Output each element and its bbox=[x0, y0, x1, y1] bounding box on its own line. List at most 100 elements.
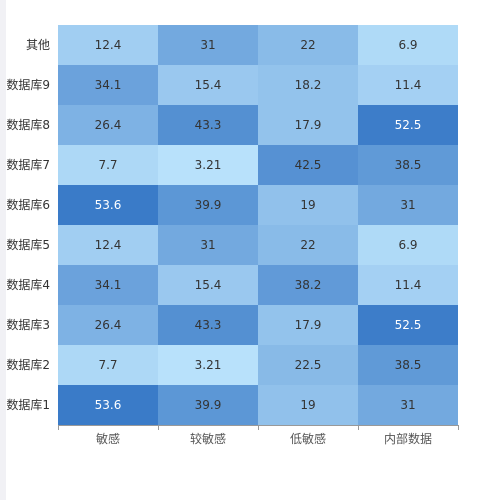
heatmap-cell bbox=[258, 305, 358, 345]
heatmap-cell bbox=[158, 225, 258, 265]
heatmap-cell bbox=[258, 225, 358, 265]
cell-value-label: 38.5 bbox=[395, 358, 422, 372]
x-tick-label: 较敏感 bbox=[190, 431, 226, 446]
heatmap-cell bbox=[158, 145, 258, 185]
heatmap-cell bbox=[258, 345, 358, 385]
cell-value-label: 6.9 bbox=[398, 38, 417, 52]
heatmap-cell bbox=[158, 185, 258, 225]
cell-value-label: 34.1 bbox=[95, 278, 122, 292]
heatmap-cell bbox=[258, 265, 358, 305]
heatmap-cell bbox=[258, 185, 358, 225]
heatmap-cell bbox=[358, 145, 458, 185]
y-tick-label: 数据库3 bbox=[6, 317, 50, 332]
heatmap-cell bbox=[158, 305, 258, 345]
heatmap-cell bbox=[258, 385, 358, 425]
y-tick-label: 数据库6 bbox=[6, 197, 50, 212]
heatmap-cell bbox=[258, 25, 358, 65]
x-axis: 敏感 较敏感 低敏感 内部数据 bbox=[58, 425, 459, 446]
cell-value-label: 6.9 bbox=[398, 238, 417, 252]
cell-value-label: 22.5 bbox=[295, 358, 322, 372]
cell-value-label: 11.4 bbox=[395, 78, 422, 92]
heatmap-cell bbox=[58, 305, 158, 345]
heatmap-cell bbox=[358, 185, 458, 225]
heatmap-cell bbox=[358, 385, 458, 425]
cell-value-label: 43.3 bbox=[195, 318, 222, 332]
left-edge-strip bbox=[0, 0, 6, 500]
heatmap-cell bbox=[258, 145, 358, 185]
heatmap-cell bbox=[358, 305, 458, 345]
cell-value-label: 18.2 bbox=[295, 78, 322, 92]
heatmap-cell bbox=[358, 105, 458, 145]
cell-value-label: 31 bbox=[400, 398, 415, 412]
cell-value-label: 12.4 bbox=[95, 238, 122, 252]
cell-value-label: 12.4 bbox=[95, 38, 122, 52]
heatmap-cell bbox=[358, 265, 458, 305]
heatmap-cell bbox=[358, 345, 458, 385]
cell-value-label: 43.3 bbox=[195, 118, 222, 132]
y-tick-label: 数据库9 bbox=[6, 77, 50, 92]
heatmap-cell bbox=[58, 345, 158, 385]
heatmap-cell bbox=[58, 25, 158, 65]
y-tick-label: 数据库7 bbox=[6, 157, 50, 172]
cell-value-label: 31 bbox=[200, 238, 215, 252]
cell-value-label: 7.7 bbox=[98, 158, 117, 172]
heatmap-cell bbox=[158, 345, 258, 385]
x-tick-label: 内部数据 bbox=[384, 431, 432, 446]
heatmap-cell bbox=[258, 105, 358, 145]
cell-value-label: 7.7 bbox=[98, 358, 117, 372]
cell-value-label: 11.4 bbox=[395, 278, 422, 292]
heatmap-cell bbox=[58, 225, 158, 265]
cell-value-label: 19 bbox=[300, 198, 315, 212]
y-tick-label: 数据库4 bbox=[6, 277, 50, 292]
cell-value-label: 52.5 bbox=[395, 318, 422, 332]
heatmap-cell bbox=[58, 65, 158, 105]
cell-value-label: 17.9 bbox=[295, 118, 322, 132]
cell-value-label: 31 bbox=[400, 198, 415, 212]
heatmap-cell bbox=[158, 105, 258, 145]
y-tick-label: 数据库2 bbox=[6, 357, 50, 372]
cell-value-label: 34.1 bbox=[95, 78, 122, 92]
cell-value-label: 22 bbox=[300, 238, 315, 252]
heatmap-cells bbox=[58, 25, 458, 425]
heatmap-cell bbox=[358, 65, 458, 105]
cell-value-label: 26.4 bbox=[95, 318, 122, 332]
heatmap-cell bbox=[358, 225, 458, 265]
cell-value-label: 38.5 bbox=[395, 158, 422, 172]
heatmap-cell bbox=[58, 265, 158, 305]
heatmap-cell bbox=[58, 145, 158, 185]
cell-value-label: 15.4 bbox=[195, 278, 222, 292]
heatmap-cell bbox=[58, 105, 158, 145]
cell-value-label: 31 bbox=[200, 38, 215, 52]
heatmap-cell bbox=[158, 65, 258, 105]
cell-value-label: 3.21 bbox=[195, 358, 222, 372]
y-tick-label: 数据库8 bbox=[6, 117, 50, 132]
cell-value-label: 53.6 bbox=[95, 398, 122, 412]
heatmap-cell bbox=[158, 25, 258, 65]
heatmap-cell bbox=[58, 185, 158, 225]
cell-value-label: 17.9 bbox=[295, 318, 322, 332]
cell-value-label: 19 bbox=[300, 398, 315, 412]
x-tick-label: 敏感 bbox=[96, 431, 120, 446]
cell-value-label: 3.21 bbox=[195, 158, 222, 172]
heatmap-cell-labels: 53.6 39.9 19 31 7.7 3.21 22.5 38.5 26.4 43.3 17.9 5… bbox=[95, 38, 422, 412]
y-tick-label: 其他 bbox=[26, 38, 50, 52]
y-tick-label: 数据库1 bbox=[6, 397, 50, 412]
cell-value-label: 26.4 bbox=[95, 118, 122, 132]
x-tick-label: 低敏感 bbox=[290, 431, 326, 446]
cell-value-label: 15.4 bbox=[195, 78, 222, 92]
heatmap-cell bbox=[358, 25, 458, 65]
y-tick-label: 数据库5 bbox=[6, 237, 50, 252]
heatmap-cell bbox=[58, 385, 158, 425]
cell-value-label: 39.9 bbox=[195, 398, 222, 412]
heatmap-cell bbox=[158, 385, 258, 425]
cell-value-label: 39.9 bbox=[195, 198, 222, 212]
cell-value-label: 42.5 bbox=[295, 158, 322, 172]
cell-value-label: 52.5 bbox=[395, 118, 422, 132]
y-axis: 数据库1 数据库2 数据库3 数据库4 数据库5 数据库6 数据库7 数据库8 数据库9 其他 bbox=[6, 38, 50, 412]
heatmap-cell bbox=[158, 265, 258, 305]
heatmap-cell bbox=[258, 65, 358, 105]
cell-value-label: 22 bbox=[300, 38, 315, 52]
cell-value-label: 53.6 bbox=[95, 198, 122, 212]
